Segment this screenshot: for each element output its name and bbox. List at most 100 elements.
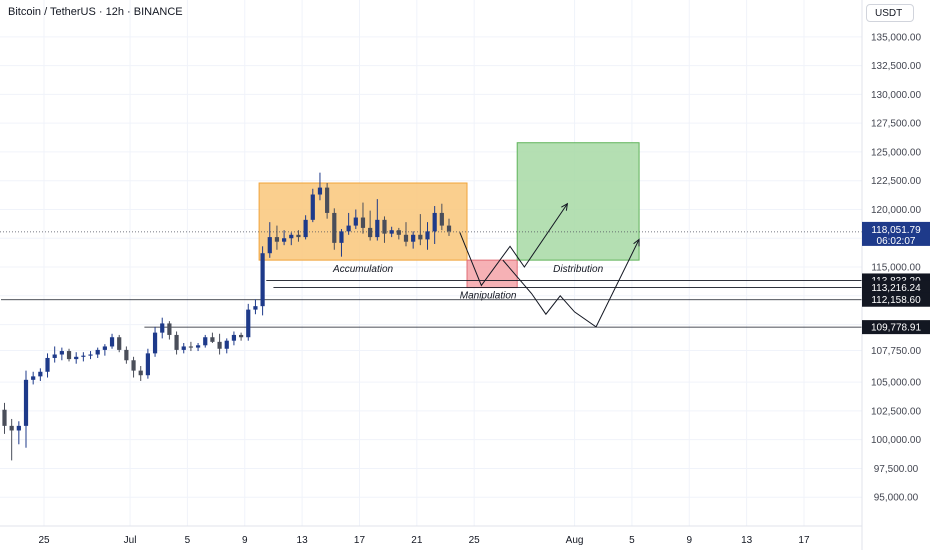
- candle-body: [389, 230, 394, 234]
- candle-body: [145, 353, 150, 376]
- projection-path: [502, 239, 640, 328]
- candle-body: [353, 217, 358, 226]
- level-badge-label: 113,216.24: [871, 283, 921, 294]
- candle-body: [195, 345, 201, 348]
- zone-label-accumulation: Accumulation: [332, 264, 393, 275]
- y-tick-label: 132,500.00: [871, 61, 921, 72]
- y-tick-label: 120,000.00: [871, 205, 921, 216]
- candle-body: [81, 355, 86, 357]
- candle-body: [439, 212, 444, 226]
- x-tick-label: Jul: [124, 535, 137, 546]
- candle-body: [432, 212, 437, 232]
- y-tick-label: 115,000.00: [871, 263, 921, 274]
- x-tick-label: 13: [297, 535, 309, 546]
- candle-body: [210, 337, 215, 342]
- time-axis[interactable]: 25 Jul 5 9 13 17 21 25 Aug 5 9 13 17: [0, 525, 862, 546]
- candle-body: [117, 337, 122, 350]
- candle-body: [138, 370, 143, 376]
- candle-body: [267, 237, 272, 254]
- candle-body: [124, 349, 129, 361]
- y-tick-label: 107,750.00: [871, 346, 921, 357]
- candle-body: [253, 306, 258, 310]
- zone-label-manipulation: Manipulation: [460, 291, 517, 302]
- candle-body: [238, 334, 244, 338]
- candle-body: [109, 337, 115, 347]
- y-tick-label: 135,000.00: [871, 32, 921, 43]
- candle-body: [188, 346, 194, 348]
- projection-path: [459, 203, 568, 287]
- candle-body: [160, 323, 165, 333]
- x-tick-label: 21: [411, 535, 423, 546]
- candle-body: [260, 253, 265, 307]
- x-tick-label: 5: [629, 535, 635, 546]
- current-price-label: 118,051.79: [871, 225, 921, 236]
- y-tick-label: 97,500.00: [874, 464, 919, 475]
- candle-body: [375, 219, 380, 238]
- candle-body: [317, 187, 323, 195]
- candle-body: [74, 356, 79, 360]
- y-tick-label: 105,000.00: [871, 378, 921, 389]
- candle-body: [332, 212, 337, 243]
- projection-paths: [459, 202, 640, 328]
- candle-body: [131, 360, 136, 371]
- candle-body: [203, 337, 208, 346]
- x-tick-label: 9: [242, 535, 248, 546]
- x-tick-label: 17: [354, 535, 366, 546]
- x-tick-label: 17: [798, 535, 810, 546]
- x-tick-label: 9: [686, 535, 692, 546]
- candle-body: [231, 334, 237, 341]
- candle-body: [325, 187, 330, 213]
- candle-body: [246, 309, 251, 338]
- currency-button[interactable]: USDT: [866, 4, 914, 22]
- candle-body: [289, 234, 294, 239]
- candle-body: [88, 354, 93, 356]
- candle-body: [152, 332, 158, 354]
- y-tick-label: 127,500.00: [871, 119, 921, 130]
- candle-body: [303, 219, 308, 238]
- zone-labels: Accumulation Manipulation Distribution: [332, 264, 604, 301]
- candle-body: [38, 371, 43, 377]
- candles: [2, 172, 452, 461]
- x-tick-label: 5: [185, 535, 191, 546]
- y-tick-label: 102,500.00: [871, 406, 921, 417]
- candle-body: [346, 225, 351, 232]
- candle-body: [368, 227, 373, 238]
- candle-body: [274, 237, 280, 242]
- candle-body: [16, 425, 21, 431]
- candle-body: [52, 354, 57, 358]
- candle-body: [174, 334, 179, 350]
- candle-body: [382, 219, 387, 234]
- candle-body: [31, 376, 36, 380]
- candle-body: [217, 341, 222, 349]
- y-tick-label: 95,000.00: [874, 493, 919, 504]
- candle-body: [403, 234, 409, 242]
- candle-body: [224, 340, 229, 349]
- candle-body: [167, 323, 172, 335]
- candle-body: [339, 231, 344, 243]
- levels: [0, 231, 862, 328]
- zone-manipulation: [466, 259, 518, 289]
- level-badge-label: 109,778.91: [871, 323, 921, 334]
- level-badge: [862, 280, 930, 295]
- candle-body: [446, 225, 452, 232]
- candle-body: [282, 238, 287, 242]
- symbol-title[interactable]: Bitcoin / TetherUS · 12h · BINANCE: [8, 6, 183, 18]
- y-tick-label: 122,500.00: [871, 176, 921, 187]
- x-tick-label: 25: [469, 535, 481, 546]
- candle-body: [310, 194, 315, 220]
- zone-distribution: [516, 142, 640, 261]
- y-tick-label: 125,000.00: [871, 147, 921, 158]
- x-tick-label: 25: [38, 535, 50, 546]
- candle-body: [360, 217, 366, 228]
- price-badges: 113,833.20113,216.24112,158.60109,778.91…: [862, 221, 930, 335]
- level-badge-label: 112,158.60: [871, 295, 921, 306]
- x-tick-label: 13: [741, 535, 753, 546]
- arrow-head: [561, 202, 569, 211]
- candle-body: [296, 234, 301, 238]
- zone-label-distribution: Distribution: [553, 264, 603, 275]
- y-tick-label: 100,000.00: [871, 435, 921, 446]
